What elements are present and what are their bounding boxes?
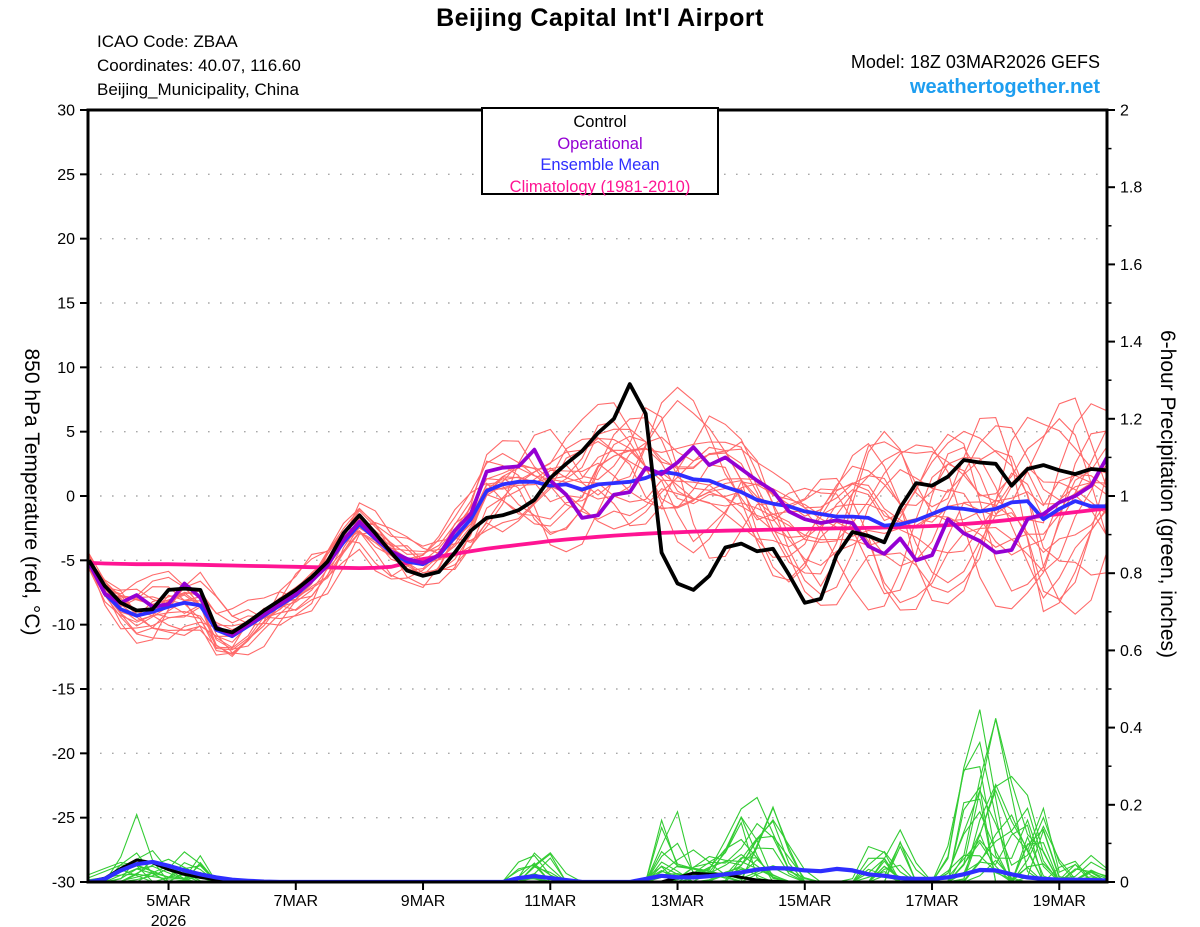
operational-temp-line [88, 445, 1107, 637]
svg-text:0: 0 [66, 489, 75, 506]
red-member-line [88, 430, 1107, 627]
green-member-line [89, 709, 1107, 882]
svg-text:0.4: 0.4 [1120, 720, 1142, 737]
station-location: Beijing_Municipality, China [97, 80, 299, 99]
svg-text:15MAR: 15MAR [778, 893, 831, 910]
red-member-line [88, 399, 1107, 615]
svg-text:10: 10 [57, 360, 75, 377]
ensemble-mean-temp-line [88, 469, 1107, 639]
legend-item-control: Control [573, 113, 627, 131]
station-info: ICAO Code: ZBAA Coordinates: 40.07, 116.… [97, 30, 301, 102]
axis-ticks-and-labels: 302520151050-5-10-15-20-25-3021.81.61.41… [52, 103, 1142, 927]
red-member-line [88, 447, 1107, 658]
x-axis-year-label: 2026 [151, 913, 187, 927]
svg-text:0.6: 0.6 [1120, 643, 1142, 660]
svg-text:-25: -25 [52, 810, 75, 827]
svg-text:-20: -20 [52, 746, 75, 763]
svg-text:19MAR: 19MAR [1033, 893, 1086, 910]
page-title: Beijing Capital Int'l Airport [436, 4, 764, 32]
green-member-line [89, 740, 1107, 882]
station-coordinates: Coordinates: 40.07, 116.60 [97, 56, 301, 75]
model-info: Model: 18Z 03MAR2026 GEFS weathertogethe… [851, 50, 1100, 100]
legend-item-ensemble-mean: Ensemble Mean [540, 156, 660, 174]
legend-item-operational: Operational [557, 134, 643, 153]
red-member-line [88, 428, 1107, 637]
svg-text:-30: -30 [52, 875, 75, 892]
svg-text:0.8: 0.8 [1120, 566, 1142, 583]
red-member-line [88, 433, 1107, 651]
right-axis-title: 6-hour Precipitation (green, inches) [1156, 329, 1179, 659]
svg-text:11MAR: 11MAR [524, 893, 576, 910]
svg-text:0.2: 0.2 [1120, 797, 1142, 814]
svg-text:2: 2 [1120, 103, 1129, 120]
green-member-line [89, 775, 1107, 882]
ensemble-members-precip [88, 709, 1107, 882]
svg-text:1: 1 [1120, 489, 1129, 506]
svg-text:30: 30 [57, 103, 75, 120]
svg-text:5MAR: 5MAR [146, 893, 190, 910]
green-member-line [88, 783, 1107, 882]
svg-text:15: 15 [57, 296, 75, 313]
svg-text:9MAR: 9MAR [401, 893, 445, 910]
svg-text:1.6: 1.6 [1120, 257, 1142, 274]
svg-text:-15: -15 [52, 682, 75, 699]
ensemble-members-temperature [88, 386, 1107, 658]
svg-text:20: 20 [57, 231, 75, 248]
red-member-line [88, 402, 1107, 650]
svg-text:-10: -10 [52, 617, 75, 634]
legend: Control Operational Ensemble Mean Climat… [481, 107, 719, 196]
svg-text:1.8: 1.8 [1120, 180, 1142, 197]
model-run-label: Model: 18Z 03MAR2026 GEFS [850, 52, 1100, 72]
svg-text:7MAR: 7MAR [274, 893, 318, 910]
legend-item-climatology: Climatology (1981-2010) [509, 177, 691, 196]
svg-text:17MAR: 17MAR [905, 893, 958, 910]
svg-text:13MAR: 13MAR [651, 893, 704, 910]
svg-text:25: 25 [57, 167, 75, 184]
gridlines [88, 173, 1107, 819]
svg-text:-5: -5 [61, 553, 75, 570]
green-member-line [89, 786, 1107, 882]
svg-text:0: 0 [1120, 875, 1129, 892]
green-member-line [89, 788, 1107, 882]
control-temp-line [88, 382, 1107, 635]
website-link[interactable]: weathertogether.net [909, 76, 1100, 98]
red-member-line [88, 436, 1107, 624]
svg-text:5: 5 [66, 424, 75, 441]
left-axis-title: 850 hPa Temperature (red, °C) [20, 348, 43, 636]
svg-text:1.2: 1.2 [1120, 411, 1142, 428]
red-member-line [88, 403, 1107, 656]
red-member-line [88, 446, 1107, 656]
station-icao: ICAO Code: ZBAA [97, 32, 238, 51]
green-member-line [89, 789, 1107, 882]
svg-text:1.4: 1.4 [1120, 334, 1142, 351]
climatology-temp-line [88, 506, 1107, 570]
red-member-line [88, 463, 1107, 631]
plot-border [86, 108, 1109, 884]
